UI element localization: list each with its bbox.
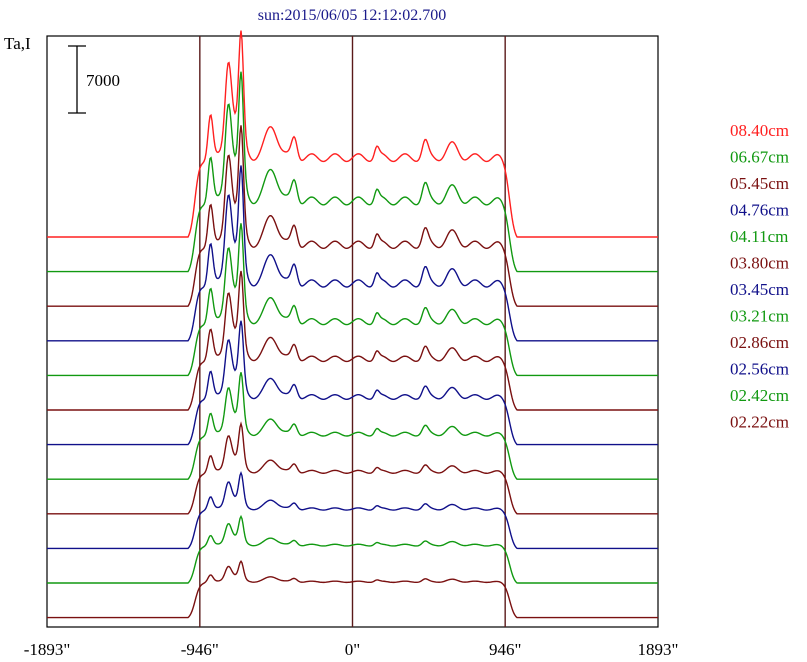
series-line [47,270,658,411]
series-line [47,125,658,307]
series-line [47,560,658,619]
series-line [47,421,658,515]
x-tick-label: -1893" [24,640,71,659]
series-line [47,470,658,550]
scale-bar [68,45,86,114]
series-line [47,223,658,377]
x-tick-label: 946" [489,640,521,659]
series-lines [47,30,658,619]
legend-entry: 08.40cm [730,121,789,140]
series-line [47,165,658,342]
series-line [47,30,658,238]
legend-entry: 02.22cm [730,413,789,432]
legend-entry: 02.42cm [730,386,789,405]
series-line [47,71,658,273]
x-tick-label: -946" [181,640,219,659]
series-line [47,514,658,584]
legend-entry: 03.21cm [730,307,789,326]
chart-title: sun:2015/06/05 12:12:02.700 [258,7,446,24]
legend: 08.40cm 06.67cm 05.45cm 04.76cm 04.11cm 03.80… [730,121,789,432]
legend-entry: 03.80cm [730,254,789,273]
x-tick-label: 1893" [638,640,679,659]
scale-bar-label: 7000 [86,71,120,90]
x-tick-labels: -1893" -946" 0" 946" 1893" [24,640,679,659]
y-axis-label: Ta,I [4,34,31,53]
legend-entry: 02.86cm [730,333,789,352]
legend-entry: 04.11cm [730,227,788,246]
series-line [47,320,658,446]
legend-entry: 05.45cm [730,174,789,193]
x-tick-label: 0" [345,640,360,659]
legend-entry: 03.45cm [730,280,789,299]
legend-entry: 04.76cm [730,201,789,220]
legend-entry: 02.56cm [730,360,789,379]
series-line [47,372,658,480]
legend-entry: 06.67cm [730,148,789,167]
